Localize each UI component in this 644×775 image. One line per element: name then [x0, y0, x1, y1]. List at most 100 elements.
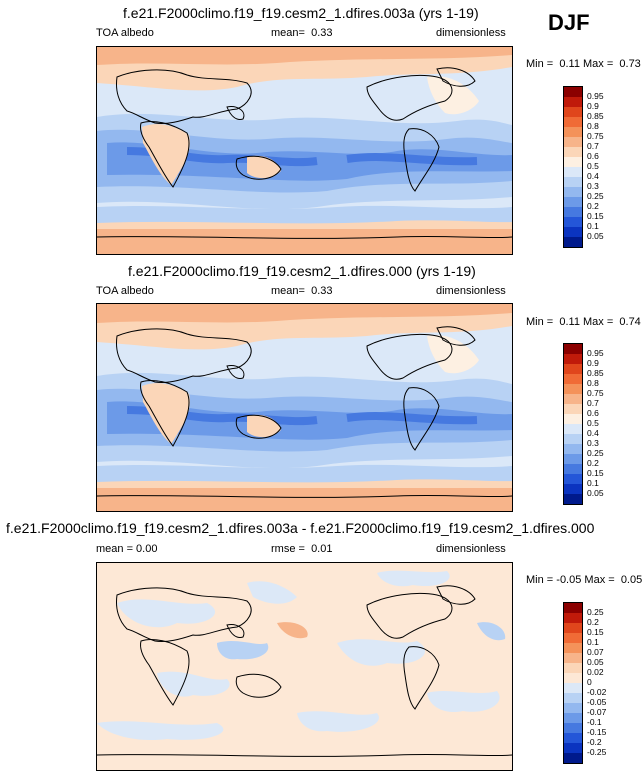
colorbar-tick-label: 0.1	[587, 221, 599, 231]
colorbar-tick-label: 0.6	[587, 151, 599, 161]
colorbar-tick-label: 0.2	[587, 617, 599, 627]
colorbar-tick-label: 0.2	[587, 458, 599, 468]
colorbar-tick-label: 0.75	[587, 388, 604, 398]
panel3-units: dimensionless	[436, 543, 506, 555]
panel2-mean-value: 0.33	[311, 285, 333, 297]
panel1-mean-value: 0.33	[311, 27, 333, 39]
panel3-title: f.e21.F2000climo.f19_f19.cesm2_1.dfires.…	[6, 520, 595, 536]
colorbar-tick-label: 0.07	[587, 647, 604, 657]
colorbar-tick-label: -0.02	[587, 687, 607, 697]
panel1-min-label: Min =	[526, 58, 554, 70]
colorbar-swatch	[564, 474, 582, 484]
colorbar-swatch	[564, 87, 582, 97]
panel3-minmax: Min = -0.05 Max = 0.05	[526, 574, 642, 586]
colorbar-swatch	[564, 613, 582, 623]
colorbar-swatch	[564, 374, 582, 384]
colorbar-tick-label: 0.25	[587, 191, 604, 201]
colorbar-swatch	[564, 723, 582, 733]
panel3-colorbar	[563, 602, 583, 764]
colorbar-swatch	[564, 444, 582, 454]
colorbar-swatch	[564, 633, 582, 643]
colorbar-tick-label: 0.02	[587, 667, 604, 677]
colorbar-tick-label: 0.75	[587, 131, 604, 141]
panel2-map	[96, 303, 513, 512]
colorbar-tick-label: 0.4	[587, 171, 599, 181]
colorbar-swatch	[564, 197, 582, 207]
panel1-max-value: 0.73	[619, 58, 641, 70]
colorbar-tick-label: 0.05	[587, 231, 604, 241]
colorbar-tick-label: -0.25	[587, 747, 607, 757]
colorbar-swatch	[564, 663, 582, 673]
colorbar-swatch	[564, 743, 582, 753]
colorbar-swatch	[564, 653, 582, 663]
colorbar-swatch	[564, 117, 582, 127]
colorbar-tick-label: 0.9	[587, 358, 599, 368]
panel2-minmax: Min = 0.11 Max = 0.74	[526, 316, 641, 328]
colorbar-tick-label: 0.8	[587, 378, 599, 388]
panel2-units: dimensionless	[436, 285, 506, 297]
colorbar-swatch	[564, 454, 582, 464]
colorbar-swatch	[564, 137, 582, 147]
colorbar-tick-label: 0.8	[587, 121, 599, 131]
season-label: DJF	[548, 10, 590, 35]
colorbar-swatch	[564, 753, 582, 763]
colorbar-swatch	[564, 673, 582, 683]
colorbar-tick-label: 0.4	[587, 428, 599, 438]
colorbar-swatch	[564, 683, 582, 693]
colorbar-tick-label: 0.1	[587, 637, 599, 647]
panel3-map	[96, 562, 513, 771]
colorbar-tick-label: 0.5	[587, 418, 599, 428]
colorbar-tick-label: -0.1	[587, 717, 602, 727]
colorbar-swatch	[564, 217, 582, 227]
panel2-title: f.e21.F2000climo.f19_f19.cesm2_1.dfires.…	[128, 263, 476, 279]
panel1-variable: TOA albedo	[96, 27, 154, 39]
panel1-mean-label: mean=	[271, 27, 305, 39]
colorbar-swatch	[564, 603, 582, 613]
colorbar-swatch	[564, 227, 582, 237]
colorbar-tick-label: 0.85	[587, 368, 604, 378]
colorbar-tick-label: 0.85	[587, 111, 604, 121]
colorbar-tick-label: -0.15	[587, 727, 607, 737]
colorbar-swatch	[564, 494, 582, 504]
colorbar-tick-label: -0.05	[587, 697, 607, 707]
colorbar-swatch	[564, 97, 582, 107]
colorbar-swatch	[564, 344, 582, 354]
colorbar-swatch	[564, 237, 582, 247]
colorbar-tick-label: 0.9	[587, 101, 599, 111]
colorbar-tick-label: 0.95	[587, 348, 604, 358]
colorbar-tick-label: 0.15	[587, 468, 604, 478]
panel2-min-value: 0.11	[559, 316, 580, 328]
panel1-title: f.e21.F2000climo.f19_f19.cesm2_1.dfires.…	[123, 5, 479, 21]
panel3-max-value: 0.05	[620, 574, 643, 586]
colorbar-tick-label: 0.1	[587, 478, 599, 488]
panel1-minmax: Min = 0.11 Max = 0.73	[526, 58, 641, 70]
colorbar-tick-label: 0.3	[587, 438, 599, 448]
colorbar-swatch	[564, 643, 582, 653]
panel2-max-label: Max =	[583, 316, 614, 328]
panel2-max-value: 0.74	[619, 316, 641, 328]
panel3-rmse: rmse = 0.01	[271, 543, 332, 555]
colorbar-tick-label: 0.25	[587, 448, 604, 458]
colorbar-swatch	[564, 733, 582, 743]
colorbar-tick-label: -0.07	[587, 707, 607, 717]
panel3-rmse-label: rmse =	[271, 543, 305, 555]
colorbar-tick-label: 0	[587, 677, 592, 687]
colorbar-tick-label: 0.95	[587, 91, 604, 101]
colorbar-swatch	[564, 623, 582, 633]
panel3-max-label: Max =	[584, 574, 615, 586]
panel2-mean: mean= 0.33	[271, 285, 333, 297]
colorbar-swatch	[564, 713, 582, 723]
colorbar-swatch	[564, 207, 582, 217]
panel2-variable: TOA albedo	[96, 285, 154, 297]
colorbar-tick-label: 0.7	[587, 398, 599, 408]
panel2-colorbar	[563, 343, 583, 505]
colorbar-swatch	[564, 354, 582, 364]
colorbar-swatch	[564, 434, 582, 444]
colorbar-tick-label: 0.6	[587, 408, 599, 418]
colorbar-swatch	[564, 693, 582, 703]
panel1-max-label: Max =	[583, 58, 614, 70]
panel3-min-value: -0.05	[556, 574, 582, 586]
panel2-min-label: Min =	[526, 316, 554, 328]
panel3-rmse-value: 0.01	[311, 543, 333, 555]
colorbar-swatch	[564, 404, 582, 414]
